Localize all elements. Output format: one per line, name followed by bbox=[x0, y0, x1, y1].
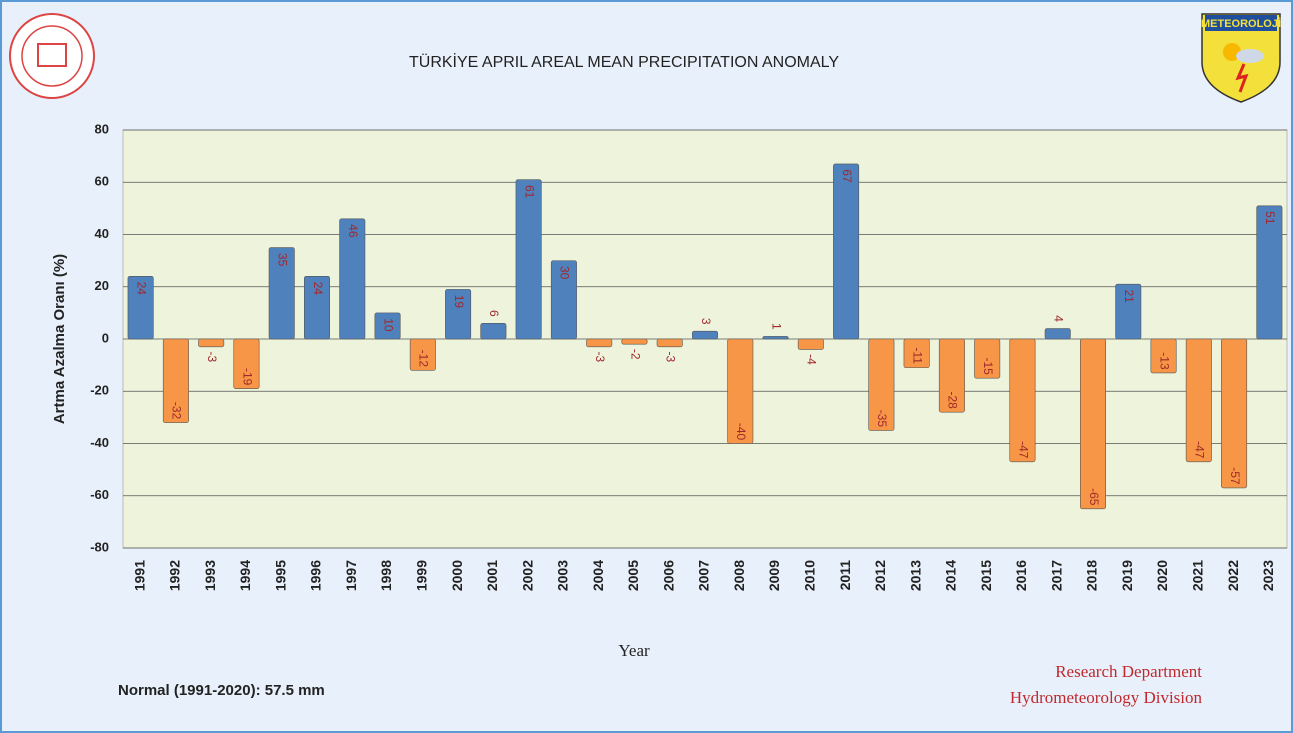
value-label: 61 bbox=[522, 185, 536, 199]
value-label: -40 bbox=[734, 423, 748, 441]
x-tick-label: 2010 bbox=[802, 560, 818, 591]
value-label: 1 bbox=[769, 323, 783, 330]
value-label: -3 bbox=[205, 352, 219, 363]
logo-text: METEOROLOJİ bbox=[1201, 17, 1281, 30]
bar bbox=[798, 339, 823, 349]
bar bbox=[657, 339, 682, 347]
bar bbox=[586, 339, 611, 347]
x-tick-label: 2011 bbox=[837, 560, 853, 591]
value-label: -13 bbox=[1157, 352, 1171, 370]
y-tick-label: 0 bbox=[102, 330, 109, 345]
y-tick-label: -60 bbox=[90, 487, 109, 502]
value-label: -15 bbox=[981, 358, 995, 376]
value-label: -12 bbox=[417, 350, 431, 368]
x-tick-label: 2016 bbox=[1013, 560, 1029, 591]
x-tick-label: 2001 bbox=[484, 560, 500, 591]
x-tick-label: 2000 bbox=[449, 560, 465, 591]
value-label: 4 bbox=[1052, 315, 1066, 322]
x-tick-label: 2022 bbox=[1225, 560, 1241, 591]
value-label: 24 bbox=[134, 282, 148, 296]
value-label: -47 bbox=[1016, 441, 1030, 459]
value-label: 67 bbox=[840, 169, 854, 183]
x-tick-label: 1998 bbox=[378, 560, 394, 591]
bar bbox=[1257, 206, 1282, 339]
value-label: -11 bbox=[910, 348, 924, 365]
bar bbox=[763, 336, 788, 339]
x-tick-label: 2014 bbox=[943, 560, 959, 591]
bar bbox=[1221, 339, 1246, 488]
chart: METEOROLOJİ TÜRKİYE APRIL AREAL MEAN PRE… bbox=[0, 0, 1293, 733]
bar bbox=[1045, 329, 1070, 339]
value-label: -4 bbox=[805, 354, 819, 365]
bar bbox=[1080, 339, 1105, 509]
x-tick-label: 2006 bbox=[660, 560, 676, 591]
y-tick-label: 60 bbox=[95, 174, 109, 189]
credit: Research Department bbox=[1055, 662, 1202, 681]
x-tick-label: 1994 bbox=[237, 560, 253, 591]
x-tick-label: 2007 bbox=[696, 560, 712, 591]
note: Normal (1991-2020): 57.5 mm bbox=[118, 682, 325, 699]
value-label: 51 bbox=[1263, 211, 1277, 225]
value-label: -65 bbox=[1087, 488, 1101, 506]
value-label: 3 bbox=[699, 318, 713, 325]
x-tick-label: 2002 bbox=[519, 560, 535, 591]
x-tick-label: 2020 bbox=[1154, 560, 1170, 591]
chart-title: TÜRKİYE APRIL AREAL MEAN PRECIPITATION A… bbox=[409, 52, 839, 71]
bar bbox=[833, 164, 858, 339]
value-label: 24 bbox=[311, 282, 325, 296]
value-label: -57 bbox=[1228, 467, 1242, 485]
value-label: -47 bbox=[1193, 441, 1207, 459]
x-tick-label: 2012 bbox=[872, 560, 888, 591]
value-label: -3 bbox=[664, 352, 678, 363]
x-tick-label: 1996 bbox=[308, 560, 324, 591]
bar bbox=[622, 339, 647, 344]
x-tick-label: 2005 bbox=[625, 560, 641, 591]
x-tick-label: 2023 bbox=[1260, 560, 1276, 591]
x-tick-label: 2015 bbox=[978, 560, 994, 591]
bar bbox=[516, 180, 541, 339]
x-tick-label: 1992 bbox=[167, 560, 183, 591]
value-label: -3 bbox=[593, 352, 607, 363]
value-label: 21 bbox=[1122, 289, 1136, 303]
value-label: 35 bbox=[276, 253, 290, 267]
value-label: -32 bbox=[170, 402, 184, 420]
x-tick-label: 1991 bbox=[131, 560, 147, 591]
y-tick-label: -80 bbox=[90, 539, 109, 554]
y-axis-label: Artma Azalma Oranı (%) bbox=[51, 254, 68, 424]
value-label: 6 bbox=[487, 310, 501, 317]
credit: Hydrometeorology Division bbox=[1010, 688, 1203, 707]
x-tick-label: 2009 bbox=[766, 560, 782, 591]
value-label: -2 bbox=[628, 349, 642, 360]
x-tick-label: 2003 bbox=[555, 560, 571, 591]
x-tick-label: 2008 bbox=[731, 560, 747, 591]
x-tick-label: 2018 bbox=[1084, 560, 1100, 591]
left-logo bbox=[10, 14, 94, 98]
value-label: 10 bbox=[381, 318, 395, 332]
value-label: -28 bbox=[946, 391, 960, 409]
x-tick-label: 2021 bbox=[1190, 560, 1206, 591]
value-label: 30 bbox=[558, 266, 572, 280]
value-label: -19 bbox=[240, 368, 254, 386]
x-tick-label: 2017 bbox=[1048, 560, 1064, 591]
x-tick-label: 2013 bbox=[907, 560, 923, 591]
value-label: 19 bbox=[452, 295, 466, 309]
y-tick-label: -20 bbox=[90, 383, 109, 398]
value-label: -35 bbox=[875, 410, 889, 428]
bar bbox=[198, 339, 223, 347]
value-label: 46 bbox=[346, 224, 360, 238]
x-tick-label: 2019 bbox=[1119, 560, 1135, 591]
bar bbox=[692, 331, 717, 339]
y-tick-label: -40 bbox=[90, 435, 109, 450]
x-tick-label: 2004 bbox=[590, 560, 606, 591]
x-tick-label: 1995 bbox=[272, 560, 288, 591]
x-axis-label: Year bbox=[618, 641, 650, 660]
x-tick-label: 1993 bbox=[202, 560, 218, 591]
y-tick-label: 80 bbox=[95, 121, 109, 136]
x-tick-label: 1999 bbox=[414, 560, 430, 591]
y-tick-label: 20 bbox=[95, 278, 109, 293]
bar bbox=[481, 323, 506, 339]
x-tick-label: 1997 bbox=[343, 560, 359, 591]
y-tick-label: 40 bbox=[95, 226, 109, 241]
